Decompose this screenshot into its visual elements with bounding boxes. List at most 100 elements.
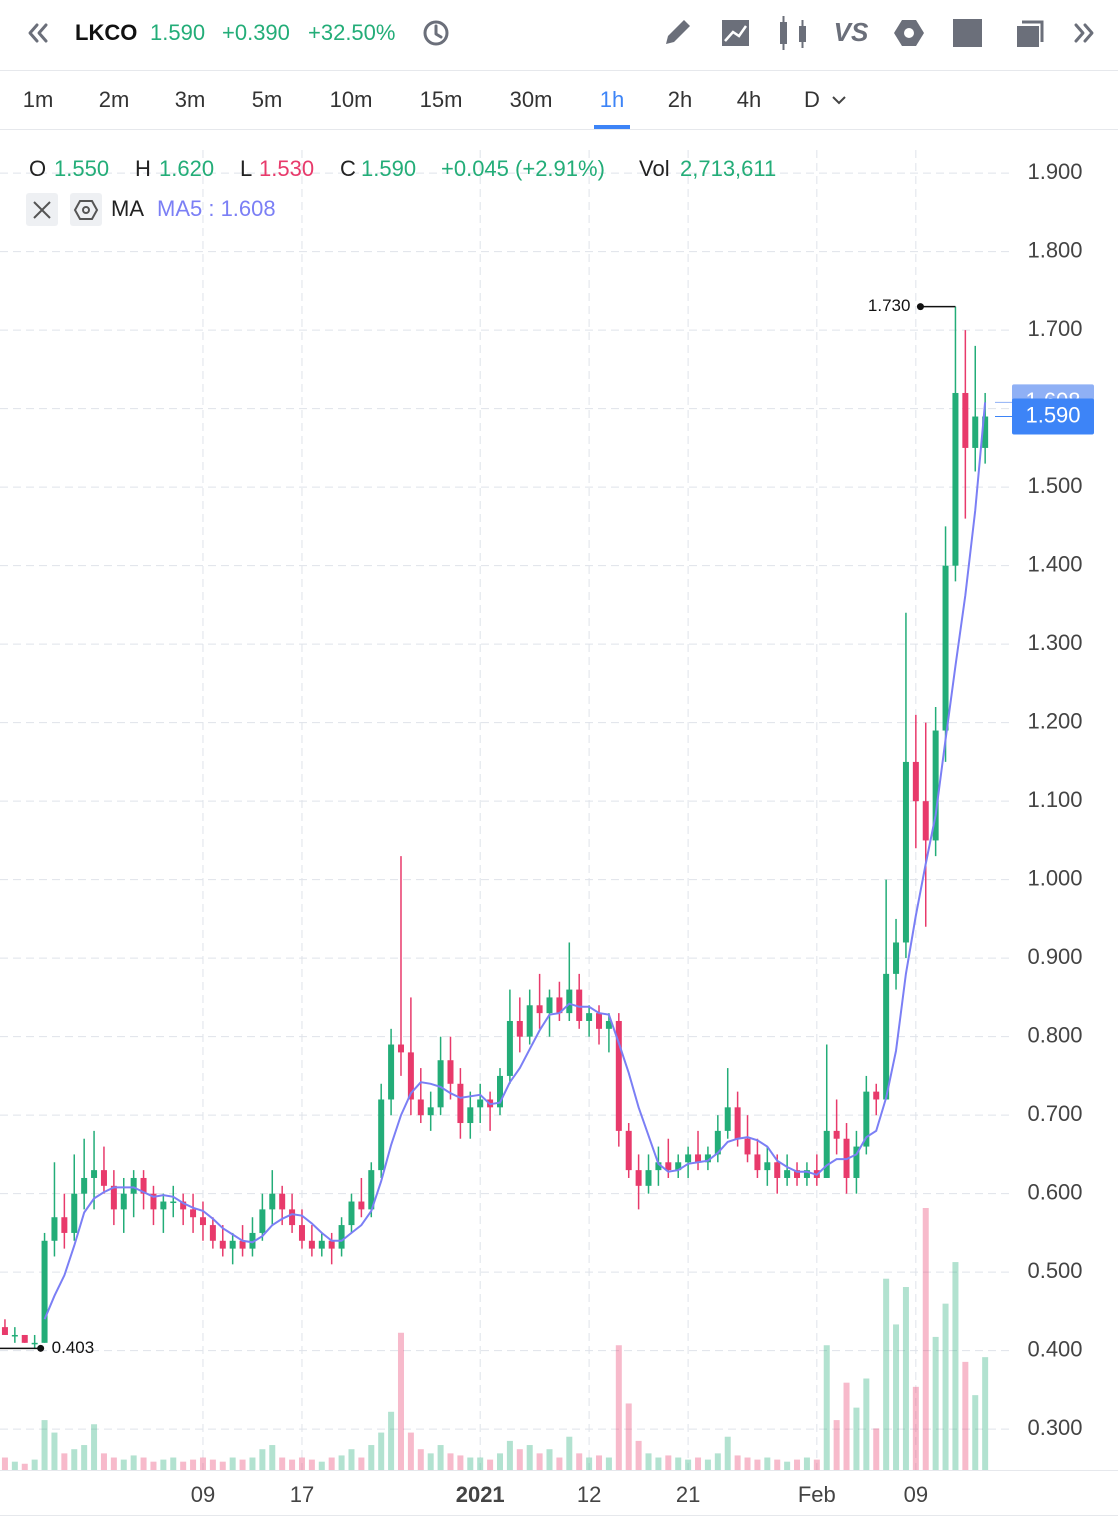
candle-body <box>269 1193 276 1210</box>
volume-bar <box>308 1459 315 1470</box>
y-tick-label: 1.800 <box>1027 237 1082 262</box>
fullscreen-icon[interactable] <box>953 19 982 47</box>
candle-body <box>794 1170 801 1178</box>
volume-bar <box>259 1449 266 1470</box>
candle-body <box>912 761 919 802</box>
volume-bar <box>279 1457 286 1470</box>
low-label: L <box>240 156 252 181</box>
volume-bar <box>91 1424 98 1470</box>
timeframe-tab[interactable]: D <box>804 87 820 112</box>
settings-icon[interactable] <box>894 20 924 46</box>
volume-bar <box>130 1455 137 1470</box>
timeframe-tab[interactable]: 1m <box>23 87 54 112</box>
annotation-label: 0.403 <box>52 1338 95 1357</box>
clock-icon[interactable] <box>423 20 449 46</box>
candle-body <box>160 1201 167 1210</box>
candle-body <box>853 1146 860 1178</box>
timeframe-tab[interactable]: 15m <box>420 87 463 112</box>
candle-body <box>427 1107 434 1116</box>
candle-body <box>655 1162 662 1171</box>
timeframe-tab[interactable]: 5m <box>252 87 283 112</box>
volume-bar <box>298 1457 305 1470</box>
close-indicator-button[interactable] <box>26 193 58 226</box>
timeframe-tab[interactable]: 2h <box>668 87 692 112</box>
compare-button[interactable]: VS <box>834 17 869 47</box>
copy-icon[interactable] <box>1017 20 1044 47</box>
candle-body <box>348 1201 355 1226</box>
y-tick-label: 0.400 <box>1027 1336 1082 1361</box>
volume-bar <box>378 1432 385 1470</box>
annotation-dot <box>37 1344 45 1352</box>
y-tick-label: 0.300 <box>1027 1415 1082 1440</box>
volume-bar <box>586 1457 593 1470</box>
change-pct: +32.50% <box>308 20 395 45</box>
candle-body <box>31 1342 38 1345</box>
timeframe-tab[interactable]: 10m <box>330 87 373 112</box>
pencil-icon[interactable] <box>666 20 690 44</box>
timeframe-tab[interactable]: 30m <box>510 87 553 112</box>
volume-bar <box>675 1457 682 1470</box>
price-badge-label: 1.590 <box>1025 402 1080 427</box>
candle-body <box>922 801 929 841</box>
volume-bar <box>140 1457 147 1470</box>
volume-bar <box>625 1403 632 1470</box>
volume-bar <box>477 1457 484 1470</box>
volume-label: Vol <box>639 156 670 181</box>
candle-body <box>645 1170 652 1186</box>
volume-bar <box>180 1461 187 1470</box>
hide-indicator-button[interactable] <box>70 193 102 226</box>
candle-body <box>605 1020 612 1029</box>
volume-bar <box>566 1436 573 1470</box>
dropdown-chevron[interactable] <box>832 96 846 105</box>
volume-bar <box>526 1445 533 1470</box>
candle-body <box>318 1240 325 1249</box>
candle-body <box>91 1170 98 1178</box>
candle-body <box>358 1201 365 1210</box>
candle-body <box>338 1225 345 1249</box>
candle-body <box>685 1154 692 1163</box>
x-tick-label: 12 <box>577 1482 601 1507</box>
timeframe-tab[interactable]: 4h <box>737 87 761 112</box>
y-tick-label: 1.500 <box>1027 473 1082 498</box>
y-tick-label: 0.800 <box>1027 1022 1082 1047</box>
candle-body <box>190 1209 197 1218</box>
candle-body <box>71 1193 78 1233</box>
timeframe-tab[interactable]: 3m <box>175 87 206 112</box>
volume-bar <box>160 1459 167 1470</box>
timeframe-tab[interactable]: 1h <box>600 87 624 112</box>
line-chart-icon[interactable] <box>722 20 749 46</box>
candle-body <box>110 1185 117 1210</box>
volume-bar <box>61 1453 68 1470</box>
volume-bar <box>546 1449 553 1470</box>
volume-bar <box>100 1453 107 1470</box>
candle-body <box>704 1154 711 1163</box>
volume-bar <box>922 1208 929 1470</box>
candle-body <box>724 1107 731 1131</box>
volume-bar <box>972 1395 979 1470</box>
low-value: 1.530 <box>259 156 314 181</box>
volume-bar <box>229 1457 236 1470</box>
candle-body <box>170 1201 177 1204</box>
volume-bar <box>447 1453 454 1470</box>
y-tick-label: 0.600 <box>1027 1179 1082 1204</box>
volume-bar <box>724 1436 731 1470</box>
candle-icon[interactable] <box>780 16 806 50</box>
back-icon-2 <box>37 23 48 43</box>
volume-bar <box>41 1420 48 1470</box>
candle-body <box>130 1177 137 1194</box>
volume-bar <box>150 1461 157 1470</box>
close-label: C <box>340 156 356 181</box>
toolbar: LKCO 1.590 +0.390 +32.50% VS <box>28 16 1094 50</box>
candle-body <box>41 1240 48 1343</box>
volume-bar <box>645 1453 652 1470</box>
volume-bar <box>209 1459 216 1470</box>
more-icon[interactable] <box>1074 23 1085 43</box>
candle-body <box>120 1193 127 1210</box>
change: +0.390 <box>222 20 290 45</box>
candle-body <box>180 1201 187 1210</box>
volume-bar <box>873 1428 880 1470</box>
timeframe-tab[interactable]: 2m <box>99 87 130 112</box>
x-tick-label: Feb <box>798 1482 836 1507</box>
candle-body <box>259 1209 266 1233</box>
back-icon[interactable] <box>28 23 39 43</box>
